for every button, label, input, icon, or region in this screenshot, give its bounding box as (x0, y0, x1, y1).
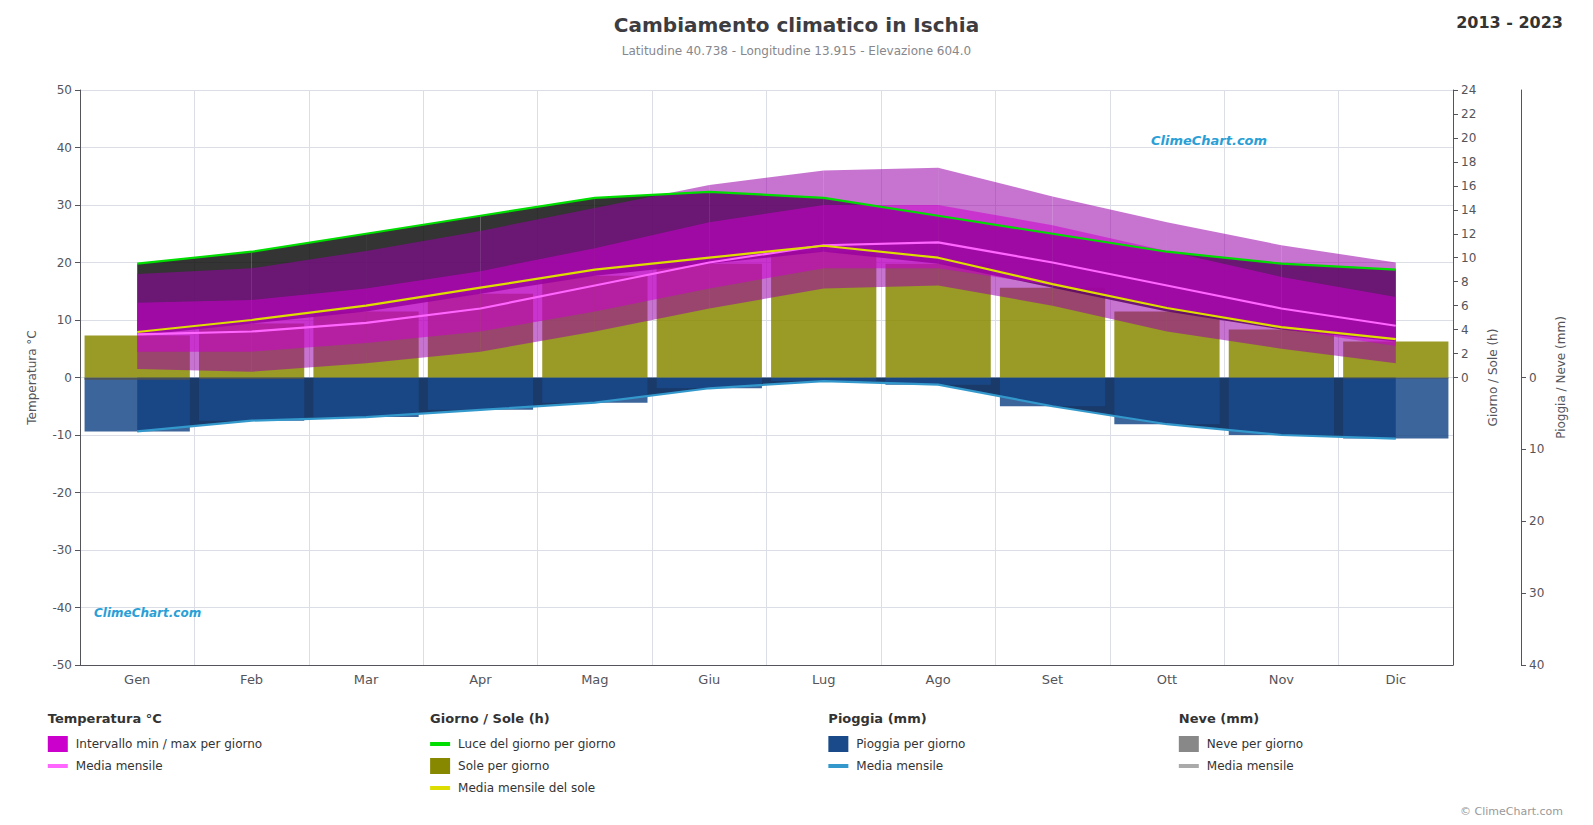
svg-text:16: 16 (1461, 179, 1476, 193)
svg-text:20: 20 (1529, 514, 1544, 528)
svg-text:Nov: Nov (1269, 672, 1295, 687)
svg-text:Media mensile del sole: Media mensile del sole (458, 781, 595, 795)
svg-text:-10: -10 (52, 428, 72, 442)
svg-text:0: 0 (1461, 371, 1469, 385)
svg-text:Pioggia per giorno: Pioggia per giorno (856, 737, 965, 751)
svg-text:30: 30 (57, 198, 72, 212)
svg-text:Giu: Giu (698, 672, 720, 687)
svg-text:14: 14 (1461, 203, 1476, 217)
svg-text:Pioggia (mm): Pioggia (mm) (828, 711, 926, 726)
svg-text:Apr: Apr (469, 672, 492, 687)
svg-text:Neve per giorno: Neve per giorno (1207, 737, 1303, 751)
svg-text:Luce del giorno per giorno: Luce del giorno per giorno (458, 737, 616, 751)
svg-text:Pioggia / Neve (mm): Pioggia / Neve (mm) (1554, 316, 1568, 439)
svg-text:Intervallo min / max per giorn: Intervallo min / max per giorno (76, 737, 262, 751)
svg-text:Media mensile: Media mensile (76, 759, 163, 773)
svg-text:10: 10 (1529, 442, 1544, 456)
svg-text:4: 4 (1461, 323, 1469, 337)
svg-text:© ClimeChart.com: © ClimeChart.com (1460, 805, 1563, 818)
svg-text:Dic: Dic (1385, 672, 1406, 687)
svg-text:Mag: Mag (581, 672, 608, 687)
svg-text:0: 0 (1529, 371, 1537, 385)
svg-text:20: 20 (1461, 131, 1476, 145)
svg-text:10: 10 (1461, 251, 1476, 265)
svg-text:20: 20 (57, 256, 72, 270)
svg-text:Ago: Ago (926, 672, 951, 687)
svg-text:Sole per giorno: Sole per giorno (458, 759, 549, 773)
svg-text:Giorno / Sole (h): Giorno / Sole (h) (1486, 329, 1500, 427)
svg-text:Gen: Gen (124, 672, 150, 687)
svg-text:0: 0 (64, 371, 72, 385)
svg-text:30: 30 (1529, 586, 1544, 600)
svg-text:Temperatura °C: Temperatura °C (25, 330, 39, 425)
svg-text:12: 12 (1461, 227, 1476, 241)
svg-text:-20: -20 (52, 486, 72, 500)
svg-text:Feb: Feb (240, 672, 263, 687)
svg-text:6: 6 (1461, 299, 1469, 313)
svg-text:Set: Set (1042, 672, 1063, 687)
svg-text:-30: -30 (52, 543, 72, 557)
svg-text:40: 40 (57, 141, 72, 155)
svg-text:22: 22 (1461, 107, 1476, 121)
svg-text:Mar: Mar (354, 672, 379, 687)
svg-text:-50: -50 (52, 658, 72, 672)
svg-text:Media mensile: Media mensile (1207, 759, 1294, 773)
svg-text:ClimeChart.com: ClimeChart.com (1151, 133, 1267, 148)
svg-text:2013 - 2023: 2013 - 2023 (1456, 13, 1563, 32)
svg-text:18: 18 (1461, 155, 1476, 169)
svg-text:8: 8 (1461, 275, 1469, 289)
svg-text:Lug: Lug (812, 672, 836, 687)
svg-text:40: 40 (1529, 658, 1544, 672)
svg-text:Temperatura °C: Temperatura °C (48, 711, 162, 726)
svg-text:Giorno / Sole (h): Giorno / Sole (h) (430, 711, 550, 726)
svg-text:Neve (mm): Neve (mm) (1179, 711, 1260, 726)
svg-text:2: 2 (1461, 347, 1469, 361)
svg-text:24: 24 (1461, 83, 1476, 97)
svg-text:Latitudine 40.738 - Longitudin: Latitudine 40.738 - Longitudine 13.915 -… (622, 44, 971, 58)
svg-text:Media mensile: Media mensile (856, 759, 943, 773)
svg-text:50: 50 (57, 83, 72, 97)
svg-text:Ott: Ott (1157, 672, 1177, 687)
svg-text:Cambiamento climatico in Ischi: Cambiamento climatico in Ischia (614, 13, 979, 37)
svg-text:10: 10 (57, 313, 72, 327)
svg-text:ClimeChart.com: ClimeChart.com (94, 606, 201, 620)
svg-text:-40: -40 (52, 601, 72, 615)
